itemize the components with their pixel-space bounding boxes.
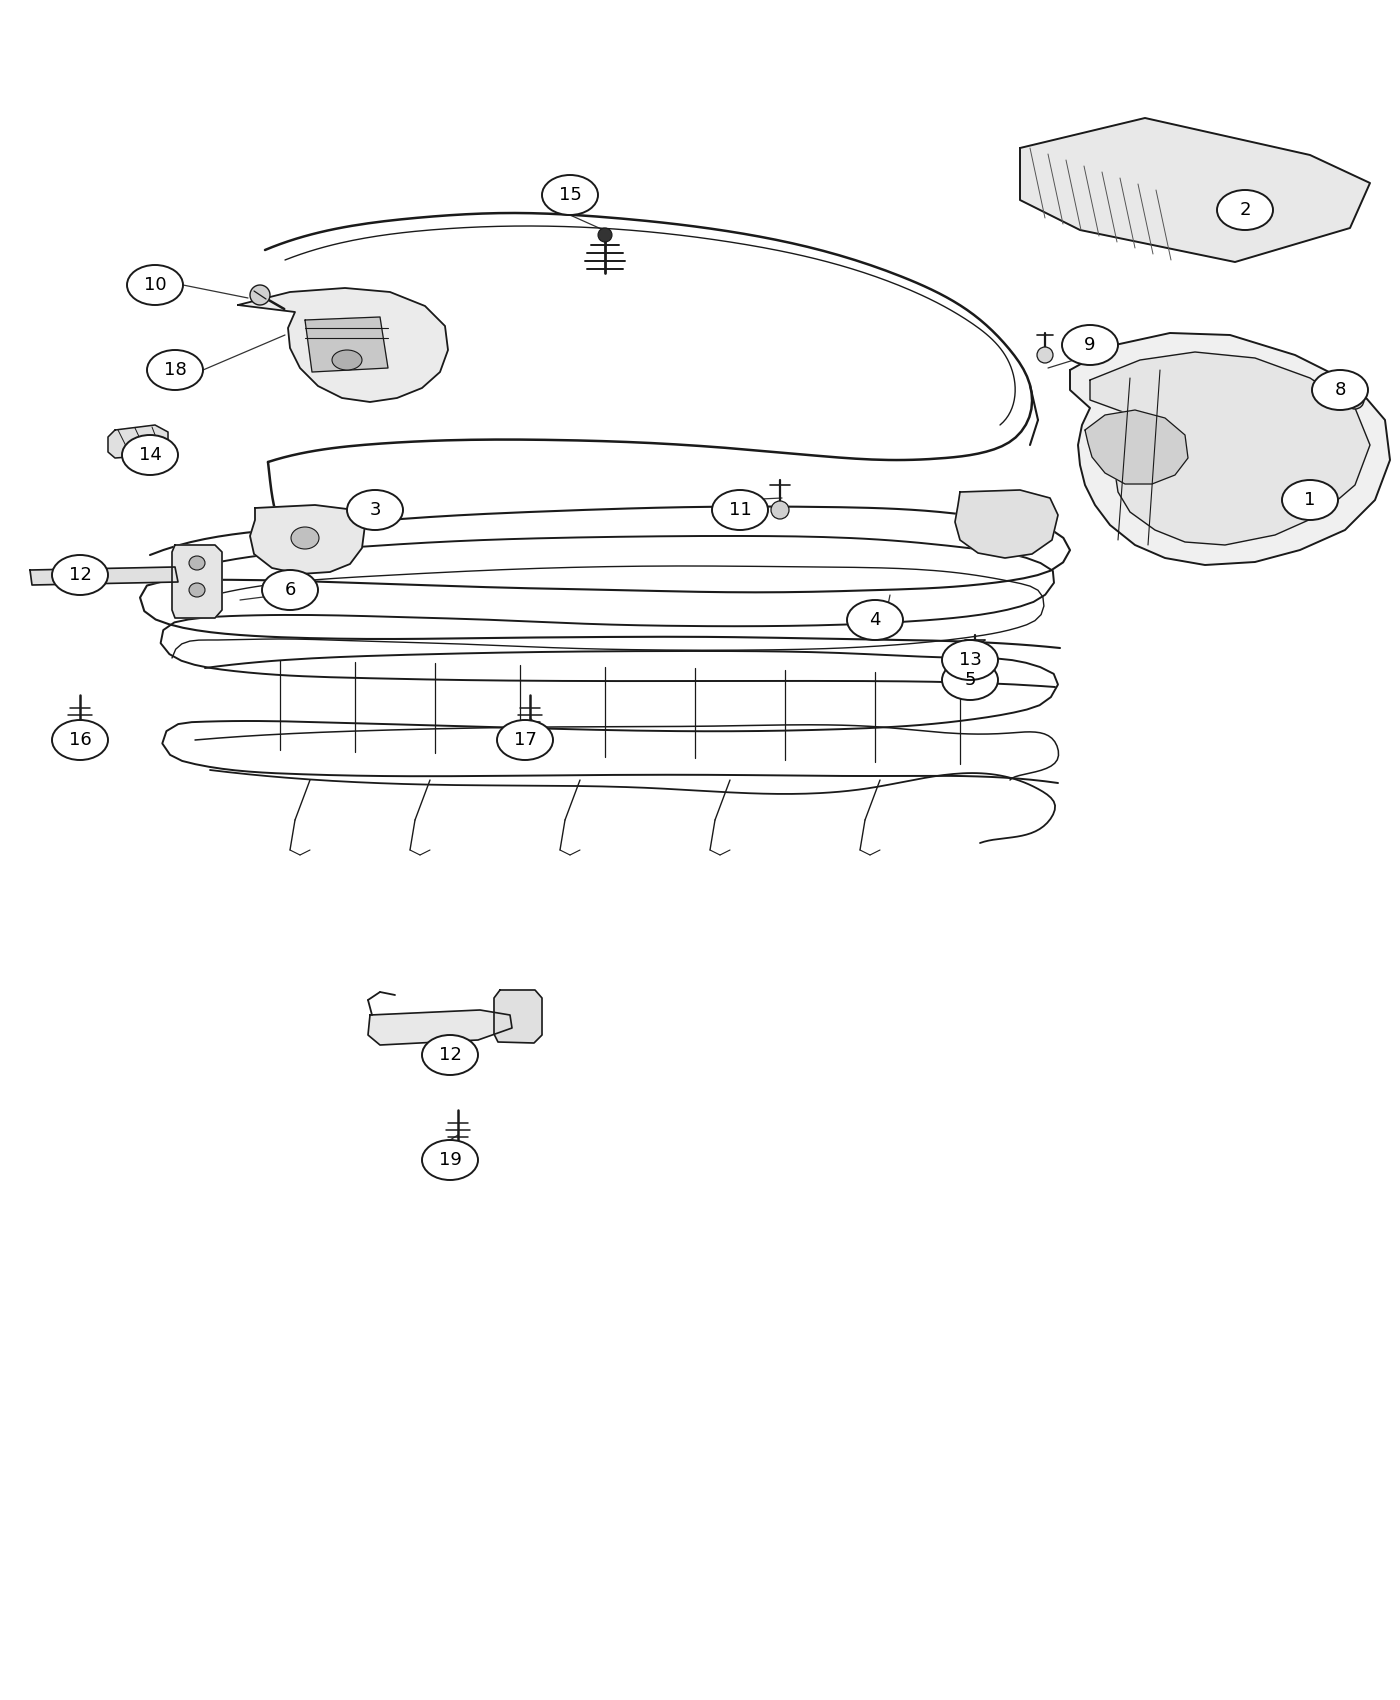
Text: 1: 1 bbox=[1305, 491, 1316, 508]
Polygon shape bbox=[955, 490, 1058, 558]
Ellipse shape bbox=[122, 435, 178, 474]
Ellipse shape bbox=[262, 570, 318, 610]
Text: 19: 19 bbox=[438, 1151, 462, 1170]
Text: 12: 12 bbox=[438, 1046, 462, 1064]
Polygon shape bbox=[29, 568, 178, 585]
Ellipse shape bbox=[1282, 479, 1338, 520]
Circle shape bbox=[1037, 347, 1053, 364]
Polygon shape bbox=[368, 1010, 512, 1046]
Text: 4: 4 bbox=[869, 610, 881, 629]
Text: 13: 13 bbox=[959, 651, 981, 670]
Text: 18: 18 bbox=[164, 360, 186, 379]
Ellipse shape bbox=[542, 175, 598, 214]
Text: 2: 2 bbox=[1239, 201, 1250, 219]
Text: 14: 14 bbox=[139, 445, 161, 464]
Circle shape bbox=[251, 286, 270, 304]
Circle shape bbox=[73, 731, 87, 745]
Polygon shape bbox=[305, 316, 388, 372]
Ellipse shape bbox=[52, 554, 108, 595]
Ellipse shape bbox=[52, 721, 108, 760]
Text: 5: 5 bbox=[965, 672, 976, 688]
Text: 10: 10 bbox=[144, 275, 167, 294]
Text: 6: 6 bbox=[284, 581, 295, 598]
Ellipse shape bbox=[847, 600, 903, 639]
Polygon shape bbox=[251, 505, 365, 575]
Ellipse shape bbox=[497, 721, 553, 760]
Text: 3: 3 bbox=[370, 502, 381, 518]
Ellipse shape bbox=[1063, 325, 1119, 366]
Ellipse shape bbox=[189, 556, 204, 570]
Text: 9: 9 bbox=[1084, 337, 1096, 354]
Ellipse shape bbox=[421, 1141, 477, 1180]
Ellipse shape bbox=[291, 527, 319, 549]
Polygon shape bbox=[494, 989, 542, 1044]
Ellipse shape bbox=[347, 490, 403, 530]
Ellipse shape bbox=[942, 639, 998, 680]
Ellipse shape bbox=[421, 1035, 477, 1074]
Polygon shape bbox=[172, 546, 223, 619]
Ellipse shape bbox=[713, 490, 769, 530]
Ellipse shape bbox=[189, 583, 204, 597]
Circle shape bbox=[1345, 391, 1364, 410]
Polygon shape bbox=[1085, 410, 1189, 484]
Circle shape bbox=[1351, 396, 1359, 405]
Text: 8: 8 bbox=[1334, 381, 1345, 400]
Circle shape bbox=[966, 656, 984, 673]
Text: 17: 17 bbox=[514, 731, 536, 750]
Circle shape bbox=[598, 228, 612, 241]
Polygon shape bbox=[108, 425, 168, 457]
Text: 12: 12 bbox=[69, 566, 91, 585]
Text: 11: 11 bbox=[728, 502, 752, 518]
Polygon shape bbox=[1021, 117, 1371, 262]
Circle shape bbox=[451, 1146, 465, 1159]
Text: 15: 15 bbox=[559, 185, 581, 204]
Ellipse shape bbox=[1312, 371, 1368, 410]
Circle shape bbox=[771, 502, 790, 518]
Text: 16: 16 bbox=[69, 731, 91, 750]
Polygon shape bbox=[238, 287, 448, 401]
Ellipse shape bbox=[147, 350, 203, 389]
Ellipse shape bbox=[127, 265, 183, 304]
Circle shape bbox=[524, 731, 538, 745]
Polygon shape bbox=[1070, 333, 1390, 564]
Polygon shape bbox=[1091, 352, 1371, 546]
Ellipse shape bbox=[942, 660, 998, 700]
Ellipse shape bbox=[1217, 190, 1273, 230]
Ellipse shape bbox=[332, 350, 363, 371]
